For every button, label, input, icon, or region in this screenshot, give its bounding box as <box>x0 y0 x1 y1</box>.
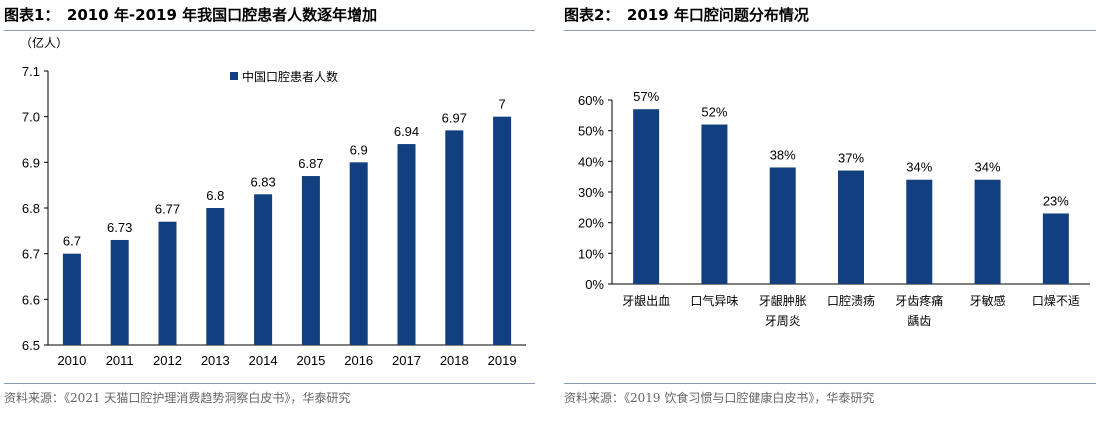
x-tick-label: 2010 <box>57 353 86 368</box>
x-tick-label: 2012 <box>153 353 182 368</box>
bar <box>110 239 129 345</box>
chart-1-source: 资料来源：《2021 天猫口腔护理消费趋势洞察白皮书》，华泰研究 <box>4 391 351 405</box>
data-label: 7 <box>498 97 505 112</box>
y-tick-label: 60% <box>578 93 604 108</box>
data-label: 6.83 <box>250 174 275 189</box>
bar <box>445 130 464 345</box>
bar <box>158 221 177 345</box>
chart-1-title: 图表1： 2010 年-2019 年我国口腔患者人数逐年增加 <box>4 6 378 24</box>
bar <box>769 167 796 284</box>
x-tick-label: 2015 <box>296 353 325 368</box>
data-label: 6.8 <box>206 188 224 203</box>
chart-panel-2: 图表2： 2019 年口腔问题分布情况 0% 10% 20% 30% 40% 50% 60%… <box>560 0 1096 434</box>
bar <box>349 162 368 345</box>
bar <box>701 124 728 285</box>
bar <box>493 116 512 346</box>
data-label: 6.9 <box>350 142 368 157</box>
x-tick-label: 2016 <box>344 353 373 368</box>
legend-swatch <box>230 72 238 80</box>
y-tick-label: 6.8 <box>22 201 40 216</box>
y-tick-label: 7.1 <box>22 64 40 79</box>
data-label: 6.87 <box>298 156 323 171</box>
bar <box>254 194 273 345</box>
x-tick-label: 龋齿 <box>907 313 931 328</box>
x-tick-label: 2013 <box>201 353 230 368</box>
x-tick-label: 2014 <box>249 353 278 368</box>
data-label: 6.73 <box>107 220 132 235</box>
y-tick-label: 50% <box>578 124 604 139</box>
bar <box>906 179 933 284</box>
y-tick-label: 0% <box>585 277 604 292</box>
bar <box>633 109 660 284</box>
chart-2-bottom-rule <box>564 383 1096 384</box>
y-tick-label: 6.9 <box>22 155 40 170</box>
bar <box>301 176 320 345</box>
x-tick-label: 2017 <box>392 353 421 368</box>
data-label: 52% <box>701 105 727 120</box>
x-tick-label: 2011 <box>106 353 134 368</box>
y-tick-label: 20% <box>578 216 604 231</box>
bar <box>62 253 81 345</box>
y-tick-label: 40% <box>578 154 604 169</box>
bar <box>397 144 416 345</box>
data-label: 57% <box>633 89 659 104</box>
x-tick-label: 口燥不适 <box>1032 294 1080 308</box>
x-tick-label: 牙敏感 <box>970 293 1006 308</box>
x-tick-label: 2019 <box>488 353 517 368</box>
y-tick-label: 6.7 <box>22 247 40 262</box>
data-label: 34% <box>906 160 932 175</box>
x-tick-label: 2018 <box>440 353 469 368</box>
legend-label: 中国口腔患者人数 <box>242 69 338 84</box>
y-tick-label: 10% <box>578 246 604 261</box>
bar <box>206 208 225 345</box>
chart-2-top-rule <box>564 30 1096 31</box>
data-label: 38% <box>770 147 796 162</box>
x-tick-label: 牙龈肿胀 <box>759 293 807 308</box>
data-label: 23% <box>1043 193 1069 208</box>
data-label: 6.97 <box>442 110 467 125</box>
x-tick-label: 牙龈出血 <box>622 294 670 308</box>
data-label: 6.94 <box>394 124 419 139</box>
bar <box>974 179 1001 284</box>
y-axis-unit-label: （亿人） <box>20 35 68 50</box>
x-tick-label: 口腔溃疡 <box>827 293 875 308</box>
chart-2-plot: 0% 10% 20% 30% 40% 50% 60% 57% 牙龈出血 52% 口气异味 38% 牙龈肿… <box>578 89 1090 328</box>
bar <box>838 170 864 284</box>
x-tick-label: 牙周炎 <box>765 314 801 328</box>
chart-1-plot: （亿人） 6.5 6.6 6.7 6.8 6.9 7.0 7.1 6.7 2010 6.73 2011… <box>20 35 526 368</box>
chart-1-bottom-rule <box>4 383 535 384</box>
bar <box>1042 213 1069 284</box>
x-tick-label: 口气异味 <box>690 293 738 308</box>
data-label: 34% <box>975 160 1001 175</box>
y-tick-label: 30% <box>578 185 604 200</box>
x-tick-label: 牙齿疼痛 <box>895 293 943 308</box>
y-tick-label: 6.6 <box>22 292 40 307</box>
data-label: 6.7 <box>63 234 81 249</box>
chart-2-title: 图表2： 2019 年口腔问题分布情况 <box>564 6 809 24</box>
data-label: 37% <box>838 151 864 166</box>
chart-1-top-rule <box>4 30 535 31</box>
y-tick-label: 7.0 <box>22 110 40 125</box>
y-tick-label: 6.5 <box>22 338 40 353</box>
chart-panel-1: 图表1： 2010 年-2019 年我国口腔患者人数逐年增加 （亿人） 6.5 6.… <box>0 0 535 434</box>
chart-2-source: 资料来源：《2019 饮食习惯与口腔健康白皮书》，华泰研究 <box>564 391 875 405</box>
data-label: 6.77 <box>155 202 180 217</box>
